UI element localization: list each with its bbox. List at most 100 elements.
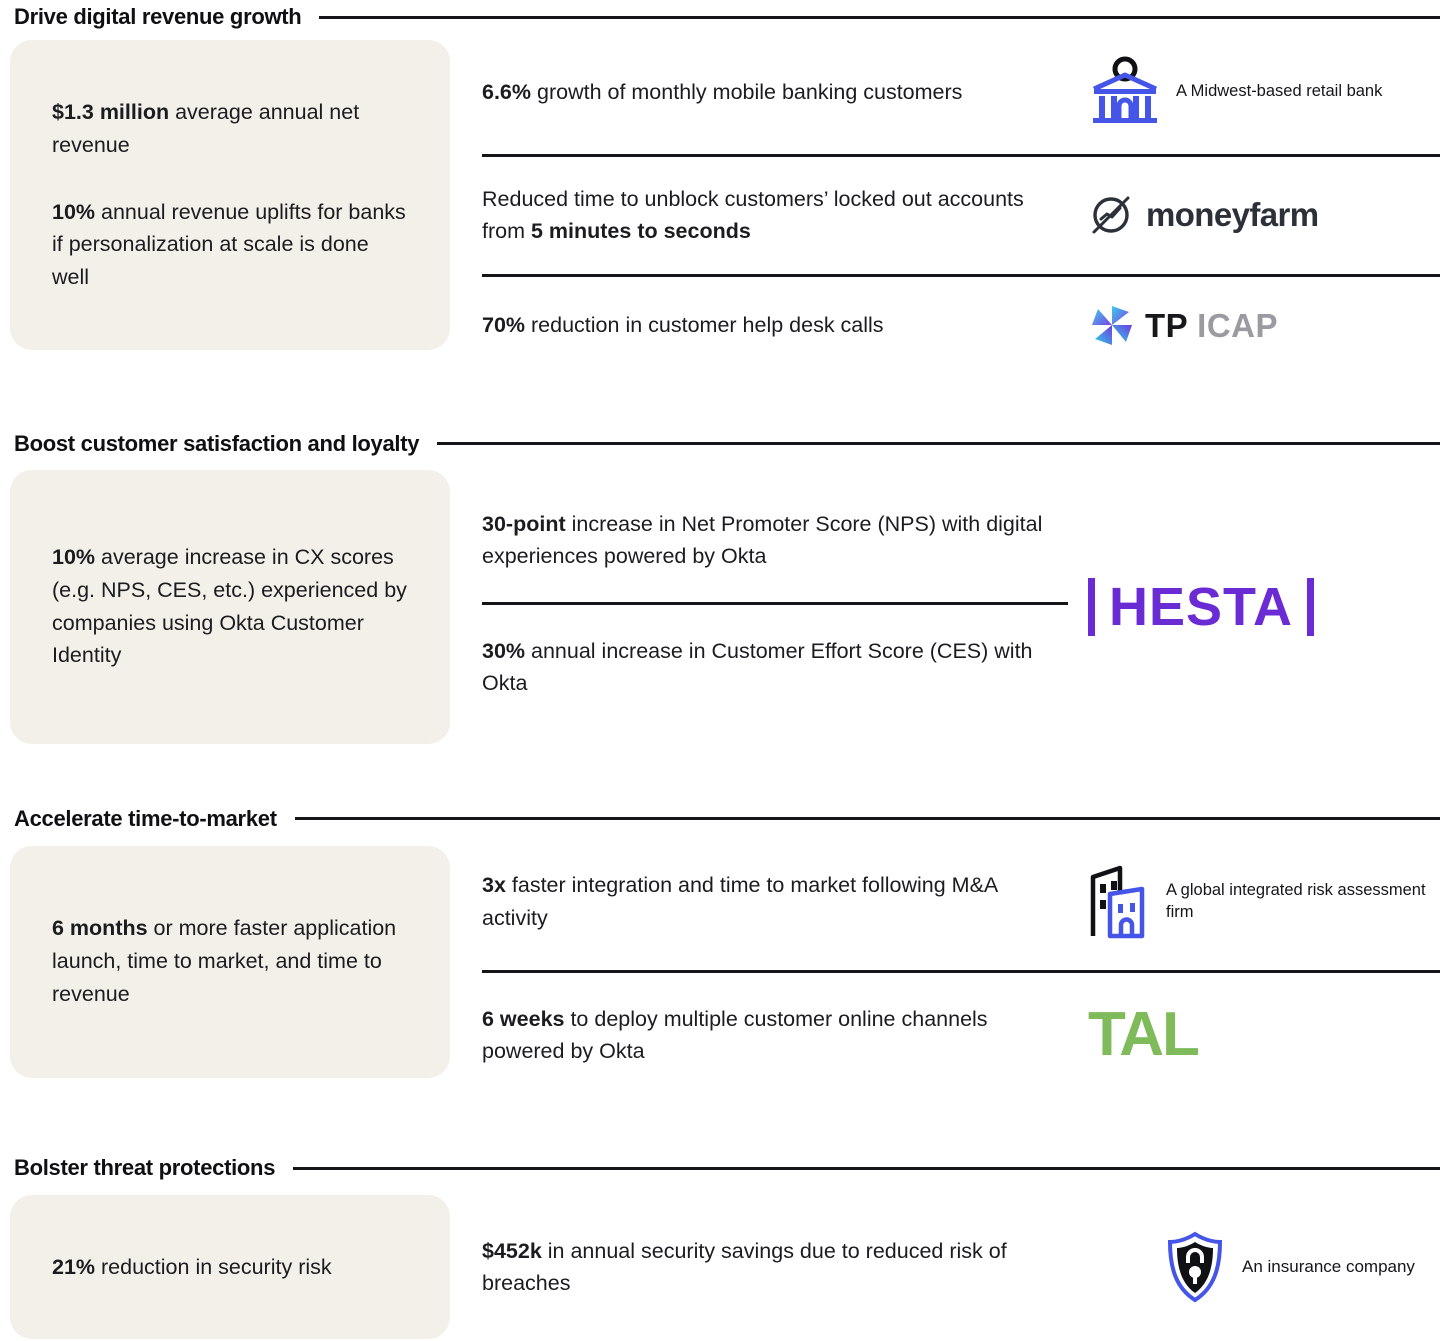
buildings-icon <box>1090 865 1145 938</box>
tpicap-pinwheel-icon <box>1092 305 1132 345</box>
stat-text: 30-point increase in Net Promoter Score … <box>482 484 1068 603</box>
logo-cell: A global integrated risk assessment firm <box>1068 864 1440 940</box>
highlight-card: 6 months or more faster application laun… <box>10 845 450 1078</box>
card-paragraph: 10% annual revenue uplifts for banks if … <box>52 196 408 294</box>
section-rule <box>437 442 1440 445</box>
logo-caption: A global integrated risk assessment firm <box>1166 880 1426 921</box>
section-title: Bolster threat protections <box>14 1155 276 1180</box>
section-body: 6 months or more faster application laun… <box>10 845 1440 1098</box>
stat-strong: 30-point <box>482 511 566 536</box>
section-rule <box>319 15 1440 19</box>
stat-row: $452k in annual security savings due to … <box>482 1230 1440 1304</box>
stat-rest: increase in Net Promoter Score (NPS) wit… <box>482 511 1043 568</box>
hesta-wordmark: HESTA <box>1109 576 1294 637</box>
section-title: Boost customer satisfaction and loyalty <box>14 430 420 456</box>
tpicap-wordmark-gray: ICAP <box>1197 306 1279 344</box>
stat-list: 6.6% growth of monthly mobile banking cu… <box>482 40 1440 375</box>
section-accelerate-time-to-market: Accelerate time-to-market 6 months or mo… <box>10 806 1440 1098</box>
stat-strong: 6.6% <box>482 79 532 104</box>
hesta-bar-left <box>1088 577 1095 636</box>
card-paragraph: 21% reduction in security risk <box>52 1251 408 1284</box>
hesta-bar-right <box>1307 577 1315 636</box>
stat-strong: $452k <box>482 1238 542 1263</box>
stat-list: 3x faster integration and time to market… <box>482 846 1440 1098</box>
stat-text: Reduced time to unblock customers’ locke… <box>482 183 1068 248</box>
section-header: Boost customer satisfaction and loyalty <box>10 431 1440 457</box>
section-body: $1.3 million average annual net revenue … <box>10 40 1440 375</box>
stat-rest: annual increase in Customer Effort Score… <box>482 639 1033 696</box>
moneyfarm-mark-icon <box>1092 196 1130 234</box>
card-strong: 21% <box>52 1254 96 1279</box>
section-header: Drive digital revenue growth <box>10 4 1440 30</box>
stat-strong: 6 weeks <box>482 1006 565 1031</box>
card-text: annual revenue uplifts for banks if pers… <box>52 199 406 289</box>
stat-text: 3x faster integration and time to market… <box>482 869 1068 934</box>
logo-cell: A Midwest-based retail bank <box>1068 56 1440 128</box>
card-paragraph: 6 months or more faster application laun… <box>52 912 408 1010</box>
section-header: Bolster threat protections <box>10 1155 1440 1181</box>
highlight-card: 21% reduction in security risk <box>10 1195 450 1339</box>
highlight-card: $1.3 million average annual net revenue … <box>10 40 450 350</box>
infographic-page: Drive digital revenue growth $1.3 millio… <box>0 4 1452 1341</box>
card-text: average increase in CX scores (e.g. NPS,… <box>52 545 407 668</box>
card-paragraph: 10% average increase in CX scores (e.g. … <box>52 541 408 672</box>
stat-row: 6.6% growth of monthly mobile banking cu… <box>482 40 1440 154</box>
logo-cell: HESTA <box>1068 484 1440 730</box>
shield-lock-icon <box>1167 1231 1223 1303</box>
section-rule <box>294 817 1440 820</box>
stat-rest: faster integration and time to market fo… <box>482 873 998 930</box>
stat-list: 30-point increase in Net Promoter Score … <box>482 470 1440 744</box>
tal-logo: TAL <box>1088 999 1200 1069</box>
stat-row: 3x faster integration and time to market… <box>482 846 1440 970</box>
hesta-logo: HESTA <box>1088 576 1315 638</box>
stat-text: 6.6% growth of monthly mobile banking cu… <box>482 76 1068 108</box>
section-body: 10% average increase in CX scores (e.g. … <box>10 469 1440 744</box>
card-text: reduction in security risk <box>95 1254 332 1279</box>
stat-row: 6 weeks to deploy multiple customer onli… <box>482 969 1440 1098</box>
stat-strong: 3x <box>482 873 506 898</box>
section-title: Drive digital revenue growth <box>14 4 302 29</box>
stat-text: 70% reduction in customer help desk call… <box>482 309 1068 341</box>
stat-rest: to deploy multiple customer online chann… <box>482 1006 988 1063</box>
stat-text: 6 weeks to deploy multiple customer onli… <box>482 1003 1068 1068</box>
section-boost-customer-satisfaction-and-loyalty: Boost customer satisfaction and loyalty … <box>10 431 1440 744</box>
tpicap-wordmark-dark: TP <box>1145 306 1189 344</box>
section-body: 21% reduction in security risk $452k in … <box>10 1195 1440 1339</box>
stat-row: Reduced time to unblock customers’ locke… <box>482 154 1440 274</box>
card-strong: 6 months <box>52 916 148 941</box>
logo-cell: TP ICAP <box>1068 303 1440 349</box>
section-bolster-threat-protections: Bolster threat protections 21% reduction… <box>10 1155 1440 1339</box>
card-text: average annual net revenue <box>52 100 360 157</box>
stat-rest: in annual security savings due to reduce… <box>482 1238 1007 1295</box>
stat-row: 30-point increase in Net Promoter Score … <box>482 484 1440 730</box>
logo-caption: A Midwest-based retail bank <box>1176 82 1383 101</box>
logo-caption: An insurance company <box>1242 1256 1415 1276</box>
card-strong: $1.3 million <box>52 100 170 125</box>
stat-strong: 30% <box>482 639 526 663</box>
stat-text-column: 30-point increase in Net Promoter Score … <box>482 484 1068 730</box>
highlight-card: 10% average increase in CX scores (e.g. … <box>10 469 450 744</box>
card-text: or more faster application launch, time … <box>52 916 397 1006</box>
stat-list: $452k in annual security savings due to … <box>482 1195 1440 1339</box>
section-title: Accelerate time-to-market <box>14 805 277 831</box>
card-strong: 10% <box>52 545 96 570</box>
section-rule <box>293 1166 1440 1170</box>
moneyfarm-wordmark: moneyfarm <box>1146 196 1319 234</box>
stat-rest: growth of monthly mobile banking custome… <box>531 79 963 104</box>
section-header: Accelerate time-to-market <box>10 806 1440 832</box>
logo-cell: TAL <box>1068 999 1440 1069</box>
card-paragraph: $1.3 million average annual net revenue <box>52 96 408 161</box>
bank-icon <box>1092 56 1158 123</box>
stat-text: 30% annual increase in Customer Effort S… <box>482 602 1068 730</box>
stat-row: 70% reduction in customer help desk call… <box>482 273 1440 375</box>
section-drive-digital-revenue-growth: Drive digital revenue growth $1.3 millio… <box>10 4 1440 375</box>
logo-cell: An insurance company <box>1068 1230 1440 1304</box>
stat-strong: 70% <box>482 313 526 338</box>
stat-rest: reduction in customer help desk calls <box>525 313 884 338</box>
stat-strong: 5 minutes to seconds <box>530 219 751 244</box>
card-strong: 10% <box>52 199 96 224</box>
logo-cell: moneyfarm <box>1068 192 1440 238</box>
stat-text: $452k in annual security savings due to … <box>482 1235 1068 1300</box>
tpicap-logo: TP ICAP <box>1088 303 1278 349</box>
moneyfarm-logo: moneyfarm <box>1088 192 1319 238</box>
